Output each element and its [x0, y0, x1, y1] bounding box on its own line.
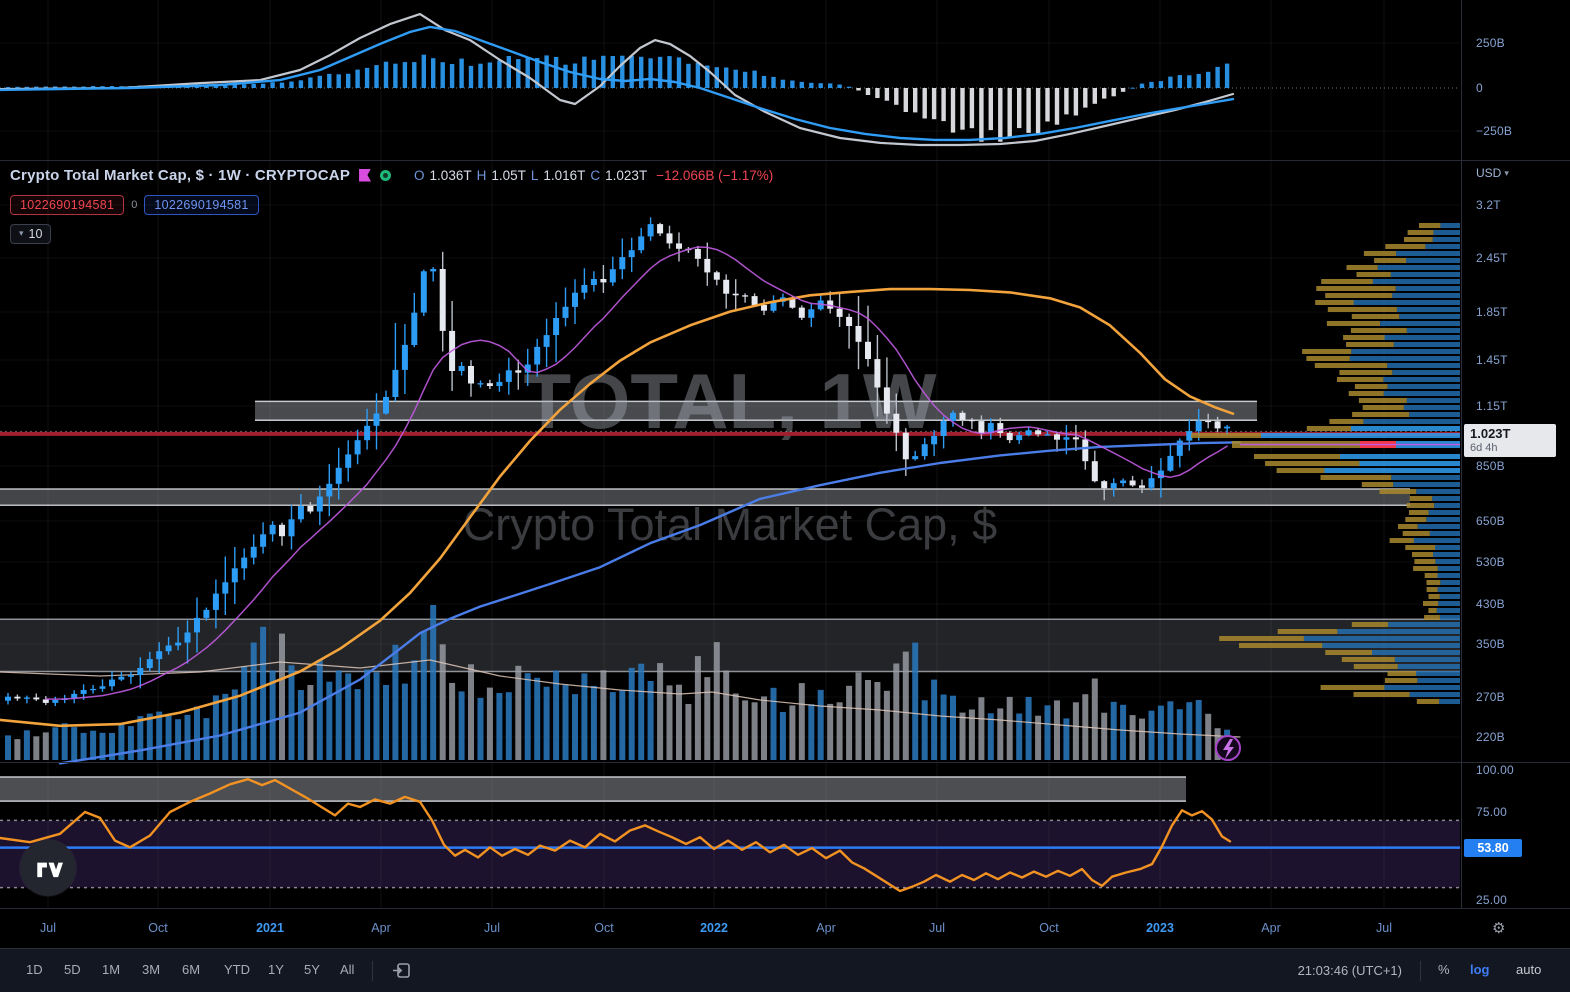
chevron-down-icon: ▾ — [19, 228, 24, 238]
range-button-6m[interactable]: 6M — [182, 962, 201, 977]
high-label: H — [476, 167, 487, 183]
horizontal-line-badge-red[interactable]: 1022690194581 — [10, 195, 125, 215]
percent-scale-button[interactable]: % — [1438, 962, 1450, 977]
drawing-value-badges: 1022690194581 0 1022690194581 — [10, 195, 773, 215]
time-axis-label[interactable]: Apr — [816, 921, 836, 935]
range-button-5d[interactable]: 5D — [64, 962, 81, 977]
clock[interactable]: 21:03:46 (UTC+1) — [1297, 963, 1402, 978]
close-label: C — [590, 167, 601, 183]
time-axis-label[interactable]: Apr — [1261, 921, 1281, 935]
currency-selector[interactable]: USD ▾ — [1476, 166, 1509, 180]
range-button-all[interactable]: All — [340, 962, 355, 977]
range-button-1d[interactable]: 1D — [26, 962, 43, 977]
time-axis-label[interactable]: Oct — [1039, 921, 1059, 935]
currency-label[interactable]: USD — [1476, 166, 1502, 180]
badge-separator: 0 — [131, 199, 138, 211]
chart-canvas[interactable]: TOTAL, 1W Crypto Total Market Cap, $ — [0, 0, 1570, 948]
indicator-length-chip[interactable]: ▾ 10 — [10, 223, 52, 244]
volume-profile — [1191, 223, 1460, 704]
high-value: 1.05T — [491, 167, 526, 183]
candles — [5, 217, 1231, 706]
range-button-ytd[interactable]: YTD — [224, 962, 250, 977]
auto-scale-button[interactable]: auto — [1516, 962, 1542, 977]
bar-countdown: 6d 4h — [1470, 441, 1498, 454]
volume-bars — [5, 605, 1231, 760]
time-axis-label[interactable]: 2023 — [1146, 921, 1174, 935]
ohlc-values: O 1.036T H 1.05T L 1.016T C 1.023T −12.066B … — [414, 168, 773, 183]
rsi-line-value-label: 53.80 — [1464, 839, 1522, 857]
time-axis-label[interactable]: Jul — [484, 921, 500, 935]
tradingview-logo[interactable] — [20, 840, 76, 896]
range-button-5y[interactable]: 5Y — [304, 962, 320, 977]
horizontal-line-badge-blue[interactable]: 1022690194581 — [144, 195, 259, 215]
bottom-toolbar: 21:03:46 (UTC+1) % log auto 1D 5D 1M 3M 6M YT… — [0, 948, 1570, 992]
time-axis-label[interactable]: Jul — [929, 921, 945, 935]
low-label: L — [530, 167, 539, 183]
time-axis-label[interactable]: Jul — [1376, 921, 1392, 935]
time-axis-label[interactable]: Oct — [594, 921, 614, 935]
chevron-down-icon: ▾ — [1504, 167, 1509, 178]
symbol-title[interactable]: Crypto Total Market Cap, $ · 1W · CRYPTO… — [10, 166, 351, 184]
length-value: 10 — [28, 226, 43, 241]
watermark-symbol: TOTAL, 1W — [523, 357, 936, 445]
range-button-3m[interactable]: 3M — [142, 962, 161, 977]
log-scale-button[interactable]: log — [1470, 962, 1490, 977]
flag-icon[interactable] — [359, 168, 372, 182]
gear-icon[interactable]: ⚙ — [1492, 920, 1506, 937]
time-axis-label[interactable]: Oct — [148, 921, 168, 935]
symbol-header: Crypto Total Market Cap, $ · 1W · CRYPTO… — [10, 164, 773, 244]
go-to-date-icon[interactable] — [392, 961, 411, 985]
time-axis-label[interactable]: 2022 — [700, 921, 728, 935]
range-button-1m[interactable]: 1M — [102, 962, 121, 977]
market-status-icon — [380, 169, 392, 181]
toolbar-separator — [372, 961, 373, 981]
current-price-label: 1.023T 6d 4h — [1464, 424, 1556, 457]
tradingview-logo-glyph — [37, 862, 63, 878]
macd-histogram — [5, 54, 1230, 142]
time-axis-label[interactable]: 2021 — [256, 921, 284, 935]
low-value: 1.016T — [543, 167, 586, 183]
volume-indicator-icon[interactable] — [1215, 735, 1241, 761]
time-axis-label[interactable]: Jul — [40, 921, 56, 935]
time-axis[interactable]: Jul Oct 2021 Apr Jul Oct 2022 Apr Jul Oct 2023 Apr J… — [0, 908, 1570, 949]
close-value: 1.023T — [605, 167, 648, 183]
open-value: 1.036T — [429, 167, 472, 183]
toolbar-separator — [1420, 961, 1421, 981]
range-button-1y[interactable]: 1Y — [268, 962, 284, 977]
current-price-value: 1.023T — [1470, 426, 1511, 441]
open-label: O — [414, 167, 425, 183]
legend-row: Crypto Total Market Cap, $ · 1W · CRYPTO… — [10, 164, 773, 186]
watermark-description: Crypto Total Market Cap, $ — [463, 499, 997, 550]
time-axis-label[interactable]: Apr — [371, 921, 391, 935]
change-value: −12.066B (−1.17%) — [656, 167, 774, 183]
